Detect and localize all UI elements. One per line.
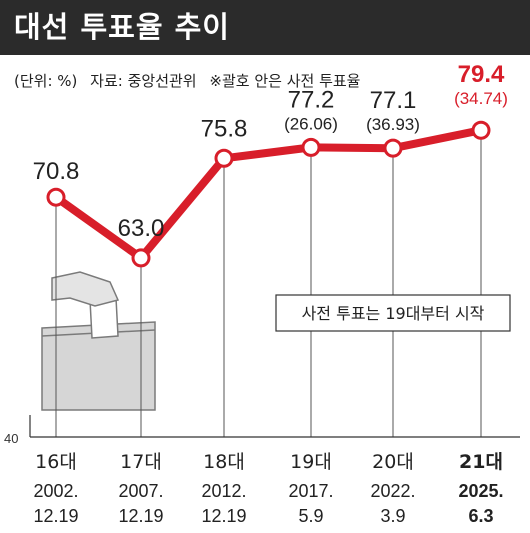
y-tick-label: 40	[4, 431, 18, 446]
date-label-5-2: 3.9	[380, 506, 405, 526]
date-label-6-1: 2025.	[458, 481, 503, 501]
value-label-5: 77.1	[370, 87, 417, 114]
date-label-3-1: 2012.	[201, 481, 246, 501]
data-point-1	[46, 187, 66, 207]
series-line	[52, 126, 485, 262]
category-label-6: 21대	[459, 451, 503, 473]
early-vote-label-4: (26.06)	[284, 114, 338, 133]
data-point-2	[131, 248, 151, 268]
chart-title: 대선 투표율 추이	[14, 10, 230, 44]
paren-note: ※괄호 안은 사전 투표율	[209, 72, 361, 90]
category-label-3: 18대	[203, 451, 245, 473]
data-point-5	[383, 138, 403, 158]
title-bar: 대선 투표율 추이	[0, 0, 530, 55]
date-label-1-2: 12.19	[33, 506, 78, 526]
date-label-2-1: 2007.	[118, 481, 163, 501]
category-label-5: 20대	[372, 451, 414, 473]
annotation-box	[275, 294, 511, 332]
category-label-2: 17대	[120, 451, 162, 473]
unit-note: (단위: %)	[14, 72, 78, 90]
date-label-6-2: 6.3	[468, 506, 493, 526]
value-label-6: 79.4	[458, 61, 505, 88]
source-note: 자료: 중앙선관위	[90, 72, 197, 90]
annotation-text: 사전 투표는 19대부터 시작	[302, 304, 485, 323]
data-point-3	[214, 148, 234, 168]
value-label-2: 63.0	[118, 215, 165, 242]
date-label-4-1: 2017.	[288, 481, 333, 501]
data-point-6	[471, 120, 491, 140]
date-label-1-1: 2002.	[33, 481, 78, 501]
date-label-2-2: 12.19	[118, 506, 163, 526]
data-point-4	[301, 137, 321, 157]
early-vote-label-5: (36.93)	[366, 115, 420, 134]
category-label-1: 16대	[35, 451, 77, 473]
category-label-4: 19대	[290, 451, 332, 473]
date-label-4-2: 5.9	[298, 506, 323, 526]
value-label-3: 75.8	[201, 115, 248, 142]
date-label-5-1: 2022.	[370, 481, 415, 501]
hand-icon	[51, 271, 120, 307]
early-vote-label-6: (34.74)	[454, 89, 508, 108]
subtitle: (단위: %) 자료: 중앙선관위 ※괄호 안은 사전 투표율	[14, 70, 368, 91]
value-label-1: 70.8	[33, 158, 80, 185]
value-label-4: 77.2	[288, 86, 335, 113]
date-label-3-2: 12.19	[201, 506, 246, 526]
